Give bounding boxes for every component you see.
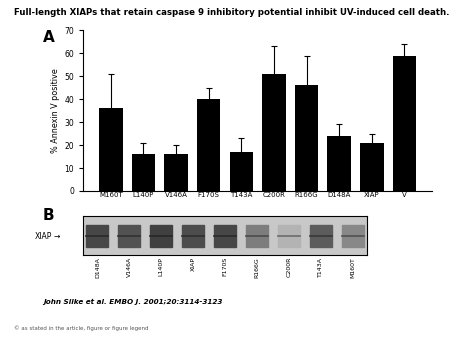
Text: V146A: V146A [127, 257, 132, 277]
Text: R166G: R166G [254, 257, 259, 277]
Text: Full-length XIAPs that retain caspase 9 inhibitory potential inhibit UV-induced : Full-length XIAPs that retain caspase 9 … [14, 8, 449, 18]
Bar [214, 225, 236, 247]
Bar [246, 225, 268, 247]
Bar [328, 136, 351, 191]
Text: XIAP: XIAP [34, 232, 52, 241]
Text: M160T: M160T [350, 257, 355, 278]
Bar [86, 225, 108, 247]
Bar [164, 154, 188, 191]
Bar [360, 143, 383, 191]
Y-axis label: % Annexin V positive: % Annexin V positive [51, 68, 60, 153]
Bar [342, 225, 364, 247]
Text: D148A: D148A [95, 257, 100, 278]
Text: EMBO: EMBO [392, 308, 423, 318]
Text: © as stated in the article, figure or figure legend: © as stated in the article, figure or fi… [14, 325, 148, 331]
Bar [99, 108, 122, 191]
Text: XIAP: XIAP [191, 257, 196, 271]
Bar [132, 154, 155, 191]
Bar [262, 74, 286, 191]
Text: B: B [43, 208, 54, 223]
Bar [230, 152, 253, 191]
Text: C200R: C200R [286, 257, 291, 277]
Bar [310, 225, 332, 247]
Bar [197, 99, 220, 191]
Text: →: → [53, 232, 59, 241]
Bar [295, 86, 318, 191]
Text: THE: THE [402, 301, 413, 306]
Bar [182, 225, 204, 247]
Text: T143A: T143A [318, 257, 323, 277]
Text: L140P: L140P [159, 257, 164, 276]
Text: JOURNAL: JOURNAL [395, 320, 420, 324]
Text: John Silke et al. EMBO J. 2001;20:3114-3123: John Silke et al. EMBO J. 2001;20:3114-3… [43, 299, 222, 305]
Bar [150, 225, 172, 247]
Text: F170S: F170S [222, 257, 228, 276]
Text: A: A [43, 30, 54, 45]
Bar [118, 225, 140, 247]
Bar [278, 225, 300, 247]
Bar [393, 56, 416, 191]
